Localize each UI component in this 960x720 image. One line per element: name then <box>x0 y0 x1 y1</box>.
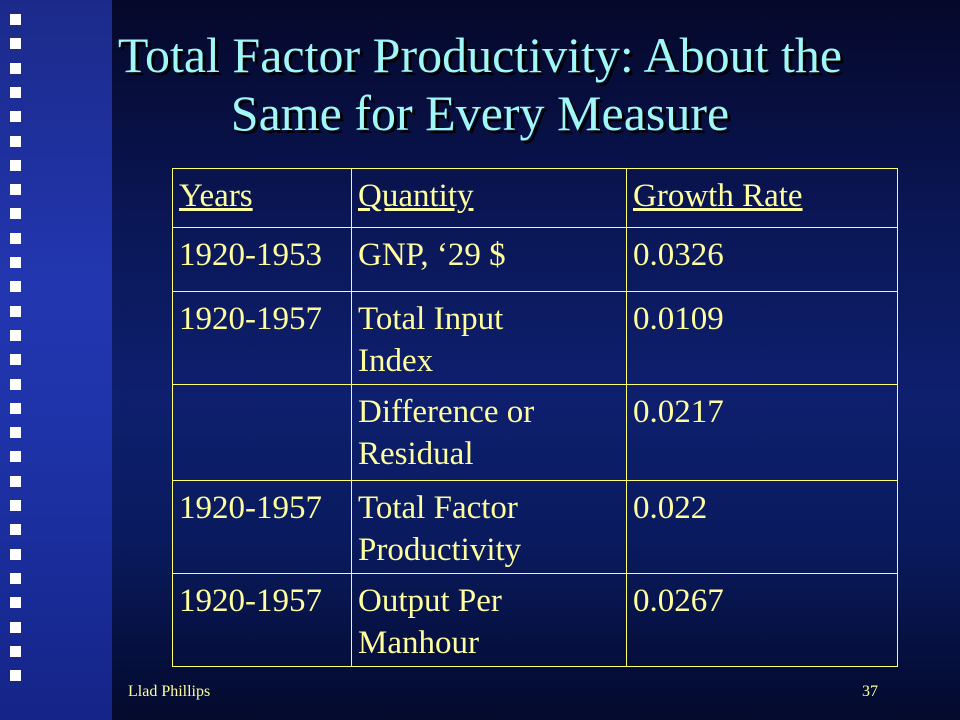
cell-years: 1920-1957 <box>172 480 352 574</box>
sidebar-square-icon <box>10 524 21 536</box>
sidebar-square-icon <box>10 572 21 584</box>
sidebar-square-icon <box>10 402 21 414</box>
table-row: 1920-1957 Output Per Manhour 0.0267 <box>172 573 898 667</box>
cell-growth-rate: 0.0217 <box>626 384 898 481</box>
cell-quantity: Total Factor Productivity <box>351 480 627 574</box>
cell-quantity: Output Per Manhour <box>351 573 627 667</box>
cell-years <box>172 384 352 481</box>
sidebar-square-icon <box>10 232 21 244</box>
sidebar-square-icon <box>10 208 21 220</box>
table-row: 1920-1957 Total Factor Productivity 0.022 <box>172 480 898 574</box>
footer-author: Llad Phillips <box>128 683 211 700</box>
sidebar-square-icon <box>10 184 21 196</box>
cell-growth-rate: 0.0326 <box>626 227 898 292</box>
cell-years: 1920-1957 <box>172 573 352 667</box>
cell-quantity: GNP, ‘29 $ <box>351 227 627 292</box>
table-header-row: Years Quantity Growth Rate <box>172 168 898 228</box>
sidebar-square-icon <box>10 354 21 366</box>
sidebar-decoration <box>0 0 112 720</box>
sidebar-square-icon <box>10 378 21 390</box>
sidebar-square-icon <box>10 135 21 147</box>
sidebar-square-icon <box>10 281 21 293</box>
cell-growth-rate: 0.0109 <box>626 291 898 385</box>
sidebar-square-icon <box>10 548 21 560</box>
cell-growth-rate: 0.0267 <box>626 573 898 667</box>
sidebar-square-icon <box>10 670 21 682</box>
sidebar-square-icon <box>10 645 21 657</box>
table-row: 1920-1953 GNP, ‘29 $ 0.0326 <box>172 227 898 292</box>
sidebar-square-icon <box>10 475 21 487</box>
slide-title-line2: Same for Every Measure <box>230 85 730 141</box>
footer-page-number: 37 <box>862 683 878 700</box>
data-table: Years Quantity Growth Rate 1920-1953 GNP… <box>172 168 898 667</box>
header-growth-rate: Growth Rate <box>626 168 898 228</box>
slide-title-line1: Total Factor Productivity: About the <box>117 27 843 83</box>
sidebar-square-icon <box>10 597 21 609</box>
cell-years: 1920-1953 <box>172 227 352 292</box>
cell-growth-rate: 0.022 <box>626 480 898 574</box>
sidebar-square-icon <box>10 62 21 74</box>
cell-quantity: Total Input Index <box>351 291 627 385</box>
sidebar-square-icon <box>10 621 21 633</box>
sidebar-square-icon <box>10 38 21 50</box>
sidebar-square-icon <box>10 451 21 463</box>
sidebar-square-icon <box>10 329 21 341</box>
sidebar-square-icon <box>10 159 21 171</box>
header-quantity: Quantity <box>351 168 627 228</box>
sidebar-square-icon <box>10 427 21 439</box>
cell-years: 1920-1957 <box>172 291 352 385</box>
table-row: Difference or Residual 0.0217 <box>172 384 898 481</box>
sidebar-square-icon <box>10 111 21 123</box>
sidebar-square-icon <box>10 500 21 511</box>
sidebar-square-icon <box>10 14 21 25</box>
slide-title: Total Factor Productivity: About the Sam… <box>30 26 930 142</box>
sidebar-square-icon <box>10 305 21 317</box>
table-row: 1920-1957 Total Input Index 0.0109 <box>172 291 898 385</box>
cell-quantity: Difference or Residual <box>351 384 627 481</box>
sidebar-square-icon <box>10 86 21 98</box>
sidebar-square-icon <box>10 257 21 268</box>
header-years: Years <box>172 168 352 228</box>
